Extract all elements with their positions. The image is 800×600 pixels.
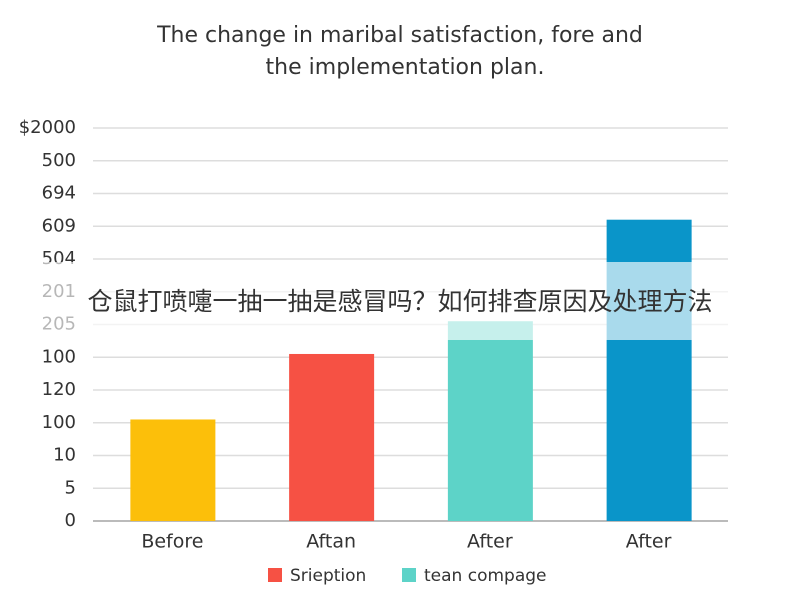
y-tick-label: 694: [42, 183, 76, 204]
bar: [447, 321, 533, 521]
y-tick-label: 0: [65, 510, 76, 531]
legend-swatch: [268, 568, 282, 582]
overlay-band: [0, 262, 800, 340]
y-tick-label: 10: [53, 445, 76, 466]
chart-title: the implementation plan.: [266, 55, 545, 80]
y-tick-label: 5: [65, 477, 76, 498]
x-tick-label: Aftan: [306, 531, 356, 553]
bar: [289, 353, 375, 521]
y-tick-label: $2000: [19, 117, 76, 138]
chart-title: The change in maribal satisfaction, fore…: [156, 23, 643, 48]
legend-swatch: [402, 568, 416, 582]
y-tick-label: 609: [42, 215, 76, 236]
x-tick-label: After: [467, 531, 513, 553]
x-tick-label: Before: [141, 531, 203, 553]
y-tick-label: 120: [42, 379, 76, 400]
x-tick-label: After: [626, 531, 672, 553]
overlay-text: 仓鼠打喷嚏一抽一抽是感冒吗？如何排查原因及处理方法: [87, 287, 712, 316]
legend-label: Srieption: [290, 566, 366, 586]
y-tick-label: 500: [42, 150, 76, 171]
y-tick-label: 100: [42, 346, 76, 367]
legend-label: tean compage: [424, 566, 547, 586]
y-tick-label: 100: [42, 412, 76, 433]
bar: [130, 419, 216, 521]
